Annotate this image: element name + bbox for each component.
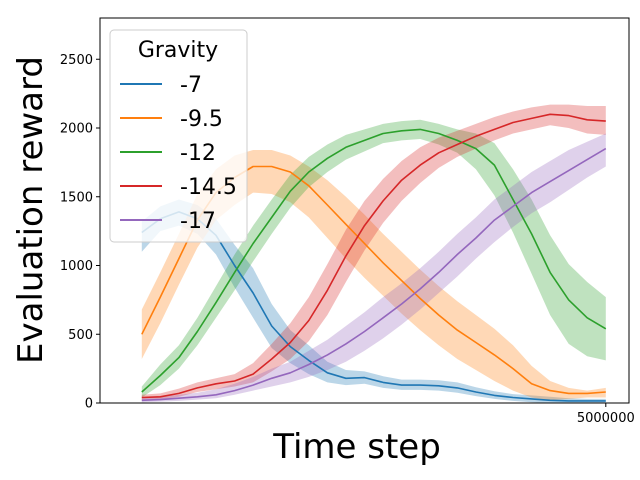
band-series-1 xyxy=(141,150,606,401)
legend-title: Gravity xyxy=(138,38,218,63)
band-series-4 xyxy=(141,133,606,403)
y-tick-label: 500 xyxy=(68,328,93,343)
legend-label-3: -14.5 xyxy=(180,175,237,200)
legend-label-4: -17 xyxy=(180,209,216,234)
legend-label-2: -12 xyxy=(180,141,216,166)
y-tick-label: 0 xyxy=(85,397,93,412)
y-tick-label: 1500 xyxy=(60,190,93,205)
legend-label-1: -9.5 xyxy=(180,107,223,132)
line-series-4 xyxy=(141,147,607,402)
band-series-2 xyxy=(141,119,606,398)
plot-frame xyxy=(99,17,630,404)
y-axis-title: Evaluation reward xyxy=(11,56,51,364)
line-series-2 xyxy=(141,128,607,393)
y-tick-label: 2500 xyxy=(60,53,93,68)
y-tick-label: 2000 xyxy=(60,122,93,137)
x-tick-label: 5000000 xyxy=(577,411,635,426)
y-axis-ticks: 0 500 1000 1500 2000 2500 xyxy=(60,53,100,412)
x-axis-title: Time step xyxy=(272,427,441,467)
line-series-3 xyxy=(141,113,606,399)
legend: Gravity -7 -9.5 -12 -14.5 -17 xyxy=(109,29,248,243)
legend-label-0: -7 xyxy=(180,73,202,98)
y-tick-label: 1000 xyxy=(60,259,93,274)
x-axis-ticks: 5000000 xyxy=(577,403,635,426)
